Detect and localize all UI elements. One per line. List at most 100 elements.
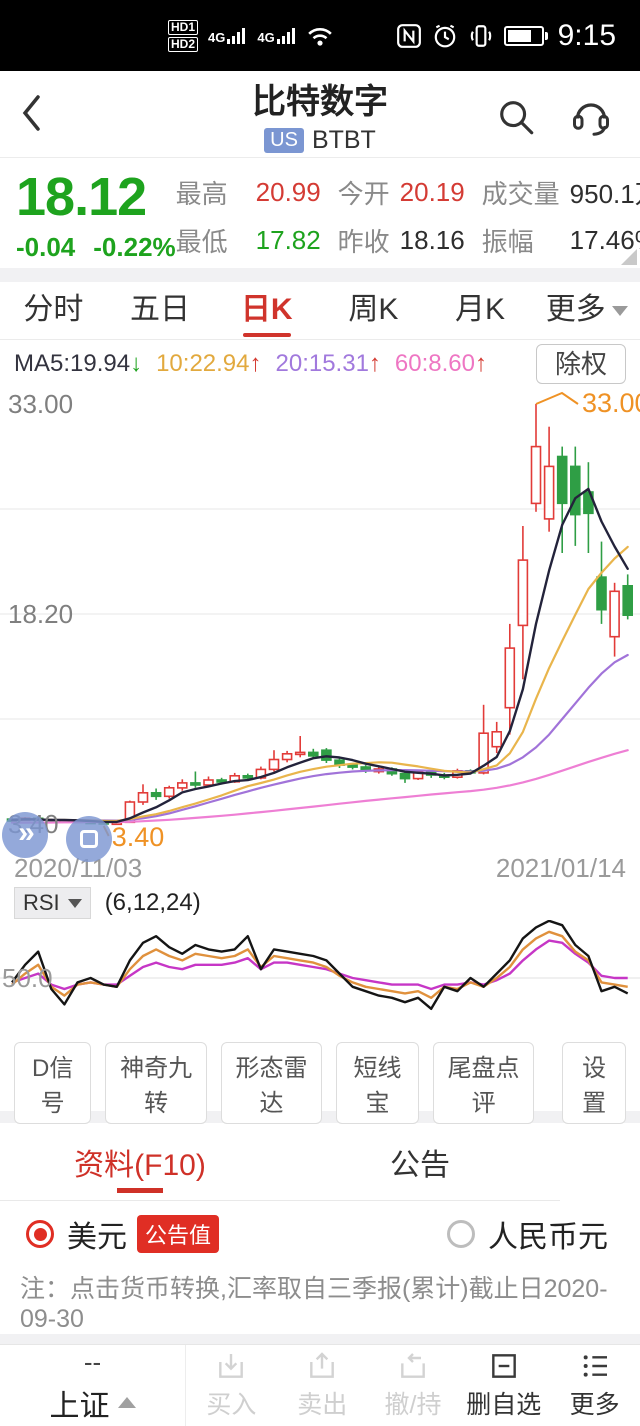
stat-value: 950.1万: [569, 178, 640, 209]
chevron-down-icon: [67, 898, 82, 908]
header: 比特数字 US BTBT: [0, 71, 640, 158]
headset-icon: [573, 103, 609, 136]
search-button[interactable]: [496, 97, 536, 142]
customer-service-button[interactable]: [570, 97, 612, 142]
tab-f10-profile[interactable]: 资料(F10): [0, 1123, 280, 1200]
chevron-down-icon: [611, 306, 628, 317]
list-icon: [583, 1355, 607, 1377]
hd-voice-icons: HD1 HD2: [168, 19, 199, 52]
stat-value: 20.19: [399, 176, 465, 207]
sell-button[interactable]: 卖出: [277, 1345, 368, 1426]
announced-value-badge: 公告值: [137, 1215, 220, 1253]
minus-box-icon: [491, 1354, 516, 1378]
nfc-icon: [396, 23, 421, 48]
stat-value: 17.82: [255, 224, 321, 255]
page-title: 比特数字: [252, 82, 388, 121]
index-quote-button[interactable]: -- 上证: [0, 1345, 186, 1426]
ma20-value: 20:15.31: [275, 350, 369, 377]
currency-selector-row: 美元 公告值 人民币元: [0, 1201, 640, 1267]
up-arrow-icon: ↑: [475, 350, 487, 377]
stat-label: 成交量: [481, 178, 560, 209]
hd2-badge: HD2: [168, 36, 199, 52]
stat-label: 最高: [175, 178, 228, 209]
svg-text:50.0: 50.0: [2, 963, 53, 993]
short-line-button[interactable]: 短线宝: [336, 1042, 419, 1124]
fab-expand-button[interactable]: »: [2, 812, 48, 858]
signal-bars-icon: [227, 27, 246, 44]
info-tab-bar: 资料(F10) 公告: [0, 1123, 560, 1201]
stat-label: 振幅: [481, 226, 534, 257]
rsi-svg: 50.0: [0, 919, 640, 1011]
rsi-params: (6,12,24): [104, 889, 201, 916]
fab-tool-button[interactable]: [66, 816, 112, 862]
expand-corner-icon[interactable]: [621, 249, 637, 265]
vibrate-icon: [470, 24, 491, 47]
up-arrow-icon: ↑: [249, 350, 262, 377]
battery-icon: [503, 25, 548, 46]
back-button[interactable]: [20, 93, 44, 138]
buy-button[interactable]: 买入: [186, 1345, 277, 1426]
cancel-return-icon: [401, 1353, 425, 1378]
more-button[interactable]: 更多: [549, 1345, 640, 1426]
double-chevron-icon: »: [18, 816, 35, 849]
usd-radio[interactable]: [26, 1220, 54, 1248]
tab-monthly-k[interactable]: 月K: [455, 293, 506, 326]
index-value: --: [83, 1346, 102, 1377]
stat-value: 18.16: [399, 224, 465, 255]
cny-label: 人民币元: [488, 1221, 608, 1254]
start-date: 2020/11/03: [14, 853, 143, 883]
rsi-header: RSI (6,12,24): [0, 886, 640, 920]
ma-indicator-bar: MA5:19.94↓ 10:22.94↑ 20:15.31↑ 60:8.60↑ …: [0, 340, 640, 388]
frame-icon: [80, 830, 98, 848]
end-date: 2021/01/14: [495, 853, 626, 883]
period-tab-bar: 分时 五日 日K 周K 月K 更多: [0, 282, 640, 340]
tail-review-button[interactable]: 尾盘点评: [432, 1042, 535, 1124]
svg-text:33.00: 33.00: [582, 388, 640, 418]
current-price-block: 18.12 -0.04 -0.22%: [16, 168, 176, 268]
stat-value: 20.99: [255, 176, 321, 207]
chart-tools-bar: D信号 神奇九转 形态雷达 短线宝 尾盘点评 设置: [0, 1042, 640, 1124]
status-left-icons: HD1 HD2 4G 4G: [168, 19, 333, 52]
tab-weekly-k[interactable]: 周K: [348, 293, 399, 326]
tab-more[interactable]: 更多: [533, 282, 640, 339]
cny-radio[interactable]: [447, 1220, 475, 1248]
signal-sim2: 4G: [257, 27, 296, 44]
stat-label: 最低: [175, 226, 228, 257]
clock-time: 9:15: [557, 18, 616, 52]
quote-stats-grid: 最高 20.99 今开 20.19 成交量 950.1万 最低 17.82 昨收…: [176, 168, 640, 268]
status-bar: HD1 HD2 4G 4G: [0, 0, 640, 71]
rsi-selector[interactable]: RSI: [14, 887, 91, 919]
svg-text:3.40: 3.40: [112, 822, 165, 852]
usd-label: 美元: [67, 1221, 127, 1254]
status-right-icons: 9:15: [396, 19, 616, 53]
pattern-radar-button[interactable]: 形态雷达: [220, 1042, 323, 1124]
tab-5day[interactable]: 五日: [130, 293, 190, 326]
sell-tray-up-icon: [310, 1352, 335, 1378]
tab-minute[interactable]: 分时: [23, 293, 84, 326]
currency-note: 注：点击货币转换,汇率取自三季报(累计)截止日2020-09-30: [0, 1267, 640, 1334]
d-signal-button[interactable]: D信号: [14, 1042, 92, 1124]
tab-daily-k[interactable]: 日K: [213, 282, 320, 339]
svg-text:33.00: 33.00: [8, 389, 73, 419]
settings-button[interactable]: 设置: [562, 1042, 627, 1124]
stock-symbol: BTBT: [311, 125, 376, 154]
back-chevron-icon: [22, 95, 40, 131]
stat-label: 昨收: [337, 226, 390, 257]
wifi-icon: [307, 27, 332, 46]
alarm-icon: [434, 24, 455, 47]
magic-nine-button[interactable]: 神奇九转: [105, 1042, 207, 1124]
tab-announcements[interactable]: 公告: [390, 1148, 450, 1182]
rsi-chart[interactable]: 50.0: [0, 919, 640, 1055]
market-badge: US: [264, 127, 304, 153]
section-divider: [0, 1334, 640, 1344]
cancel-hold-button[interactable]: 撤/持: [368, 1345, 459, 1426]
quote-panel: 18.12 -0.04 -0.22% 最高 20.99 今开 20.19 成交量…: [0, 158, 640, 268]
buy-tray-down-icon: [219, 1354, 244, 1378]
stat-label: 今开: [337, 178, 390, 209]
bottom-toolbar: -- 上证 买入 卖出 撤/持 删自选: [0, 1344, 640, 1426]
exright-button[interactable]: 除权: [535, 344, 626, 384]
date-axis: 2020/11/03 2021/01/14: [0, 853, 640, 883]
remove-watchlist-button[interactable]: 删自选: [458, 1345, 549, 1426]
index-name: 上证: [49, 1389, 110, 1423]
